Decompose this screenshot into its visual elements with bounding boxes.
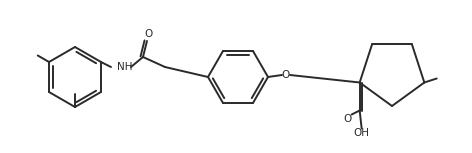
Text: NH: NH [117, 62, 133, 72]
Text: OH: OH [354, 127, 370, 138]
Text: O: O [282, 70, 290, 80]
Text: O: O [145, 29, 153, 39]
Text: O: O [344, 114, 352, 123]
